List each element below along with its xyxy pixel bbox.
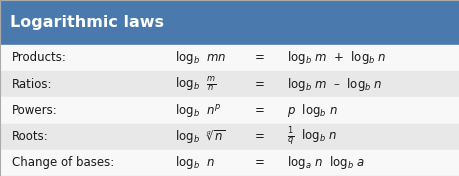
Bar — [0, 71, 459, 97]
Text: $\mathrm{log}_b$  $\frac{m}{n}$: $\mathrm{log}_b$ $\frac{m}{n}$ — [174, 75, 215, 93]
Text: Roots:: Roots: — [11, 130, 48, 143]
Text: $\mathrm{log}_b$ $m$  +  $\mathrm{log}_b$ $n$: $\mathrm{log}_b$ $m$ + $\mathrm{log}_b$ … — [287, 49, 386, 67]
Text: $\mathrm{log}_b$ $m$  –  $\mathrm{log}_b$ $n$: $\mathrm{log}_b$ $m$ – $\mathrm{log}_b$ … — [287, 76, 382, 93]
Text: Change of bases:: Change of bases: — [11, 156, 113, 169]
Text: $\mathrm{log}_a$ $n$  $\mathrm{log}_b$ $a$: $\mathrm{log}_a$ $n$ $\mathrm{log}_b$ $a… — [287, 154, 364, 171]
Text: =: = — [254, 78, 264, 91]
Text: =: = — [254, 104, 264, 117]
Text: $\mathrm{log}_b$  $n^p$: $\mathrm{log}_b$ $n^p$ — [174, 102, 220, 119]
Text: $\mathrm{log}_b$  $\sqrt[q]{n}$: $\mathrm{log}_b$ $\sqrt[q]{n}$ — [174, 128, 225, 146]
Text: Logarithmic laws: Logarithmic laws — [10, 15, 164, 30]
Bar — [0, 150, 459, 176]
Text: Powers:: Powers: — [11, 104, 57, 117]
Text: $p$  $\mathrm{log}_b$ $n$: $p$ $\mathrm{log}_b$ $n$ — [287, 102, 338, 119]
Bar — [0, 124, 459, 150]
Text: =: = — [254, 52, 264, 64]
Bar — [0, 0, 459, 45]
Text: =: = — [254, 156, 264, 169]
Text: $\frac{1}{q}$  $\mathrm{log}_b$ $n$: $\frac{1}{q}$ $\mathrm{log}_b$ $n$ — [287, 125, 337, 148]
Text: =: = — [254, 130, 264, 143]
Bar — [0, 45, 459, 71]
Text: $\mathrm{log}_b$  $mn$: $\mathrm{log}_b$ $mn$ — [174, 49, 225, 67]
Bar — [0, 97, 459, 124]
Text: $\mathrm{log}_b$  $n$: $\mathrm{log}_b$ $n$ — [174, 154, 214, 171]
Text: Products:: Products: — [11, 52, 66, 64]
Text: Ratios:: Ratios: — [11, 78, 52, 91]
